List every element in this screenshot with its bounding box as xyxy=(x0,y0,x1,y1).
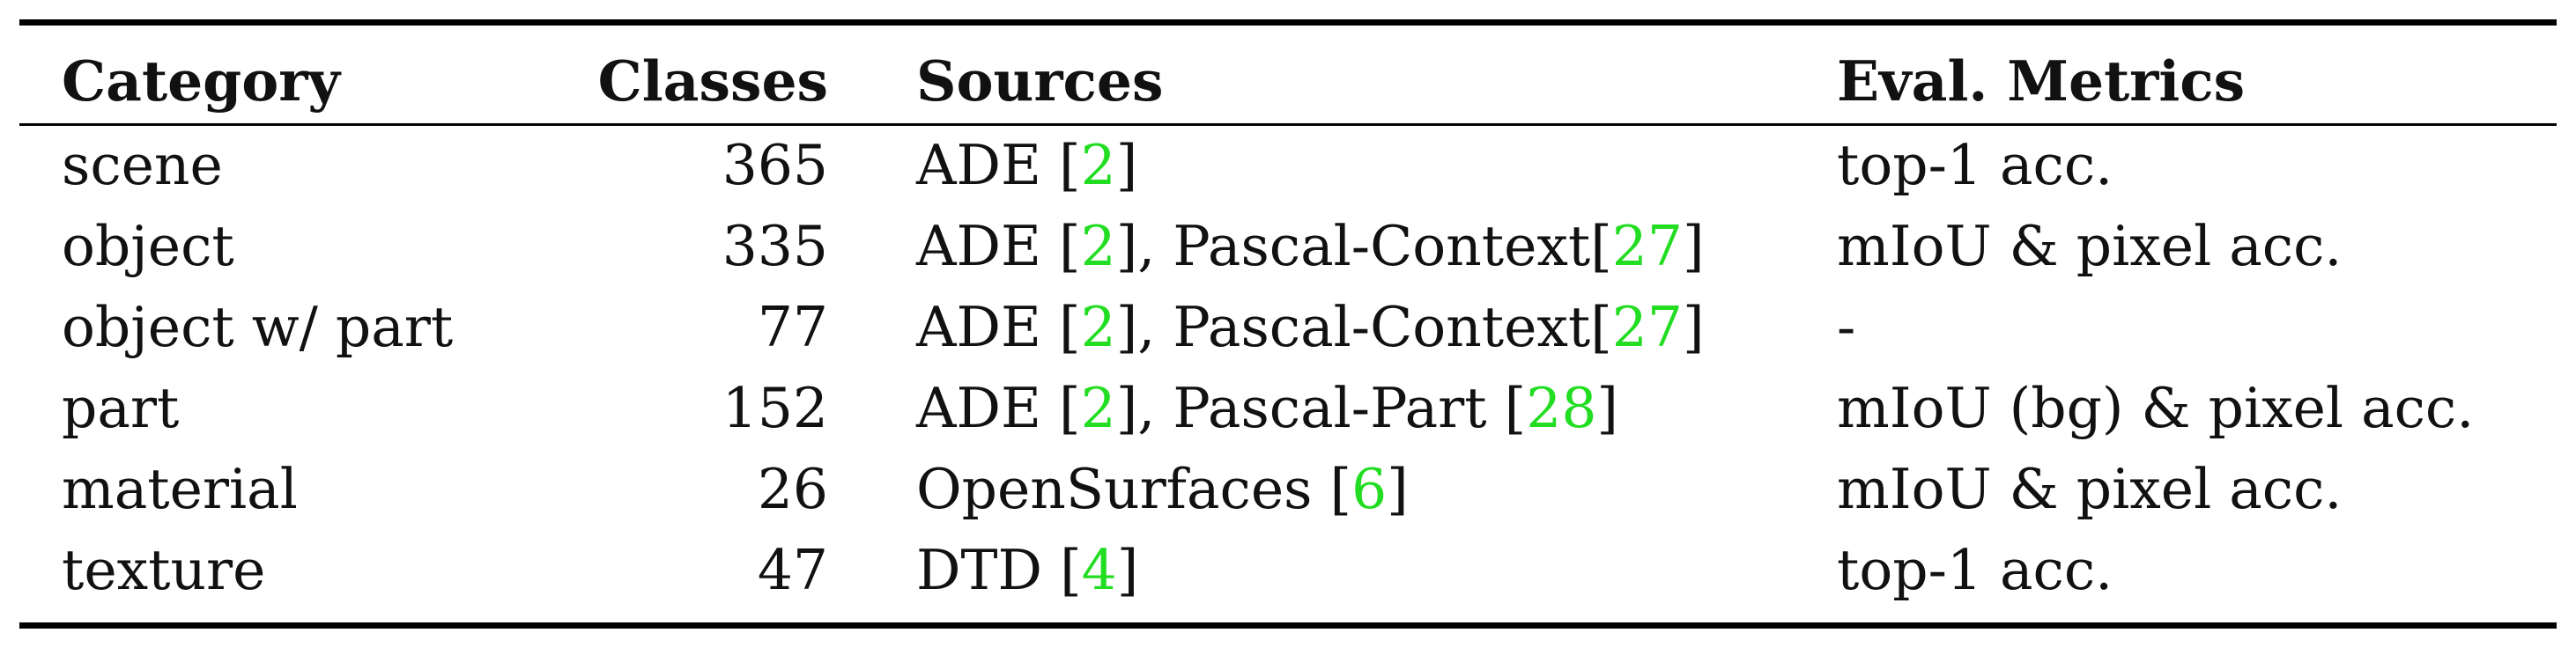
sources-cell: ADE [2], Pascal-Context[27] xyxy=(916,206,1705,287)
category-cell: material xyxy=(62,457,298,521)
source-text: ] xyxy=(1596,376,1618,440)
header-sources: Sources xyxy=(916,48,1164,114)
category-cell: object xyxy=(62,214,234,278)
classes-cell: 152 xyxy=(722,376,828,440)
source-text: ] xyxy=(1115,133,1138,197)
sources-cell: OpenSurfaces [6] xyxy=(916,449,1409,530)
source-text: ADE [ xyxy=(916,376,1081,440)
eval-metrics-cell: mIoU & pixel acc. xyxy=(1837,457,2343,521)
source-text: ] xyxy=(1116,538,1139,602)
source-text: ] xyxy=(1682,295,1705,359)
sources-cell: ADE [2] xyxy=(916,125,1137,206)
eval-metrics-cell: top-1 acc. xyxy=(1837,538,2113,602)
citation-link[interactable]: 2 xyxy=(1080,376,1116,440)
table-row: part 152 ADE [2], Pascal-Part [28] mIoU (bg… xyxy=(0,368,2576,449)
citation-link[interactable]: 2 xyxy=(1080,295,1116,359)
source-text: DTD [ xyxy=(916,538,1082,602)
source-text: ], Pascal-Part [ xyxy=(1115,376,1527,440)
source-text: ], Pascal-Context[ xyxy=(1115,214,1612,278)
category-cell: object w/ part xyxy=(62,295,454,359)
citation-link[interactable]: 2 xyxy=(1080,214,1116,278)
source-text: ], Pascal-Context[ xyxy=(1115,295,1612,359)
classes-cell: 26 xyxy=(757,457,828,521)
citation-link[interactable]: 2 xyxy=(1080,133,1116,197)
classes-cell: 47 xyxy=(757,538,828,602)
table-row: texture 47 DTD [4] top-1 acc. xyxy=(0,530,2576,611)
citation-link[interactable]: 27 xyxy=(1611,214,1683,278)
eval-metrics-cell: mIoU & pixel acc. xyxy=(1837,214,2343,278)
header-rule xyxy=(19,123,2557,126)
classes-cell: 365 xyxy=(722,133,828,197)
citation-link[interactable]: 4 xyxy=(1081,538,1117,602)
table-row: object 335 ADE [2], Pascal-Context[27] mIoU… xyxy=(0,206,2576,287)
source-text: ADE [ xyxy=(916,133,1081,197)
table-row: material 26 OpenSurfaces [6] mIoU & pixel a… xyxy=(0,449,2576,530)
eval-metrics-cell: top-1 acc. xyxy=(1837,133,2113,197)
classes-cell: 335 xyxy=(722,214,828,278)
source-text: ] xyxy=(1387,457,1409,521)
category-cell: scene xyxy=(62,133,223,197)
source-text: ADE [ xyxy=(916,295,1081,359)
top-rule xyxy=(19,19,2557,26)
source-text: ] xyxy=(1682,214,1705,278)
header-classes: Classes xyxy=(597,48,828,114)
source-text: OpenSurfaces [ xyxy=(916,457,1352,521)
category-cell: texture xyxy=(62,538,266,602)
citation-link[interactable]: 28 xyxy=(1526,376,1597,440)
eval-metrics-cell: mIoU (bg) & pixel acc. xyxy=(1837,376,2475,440)
classes-cell: 77 xyxy=(757,295,828,359)
category-cell: part xyxy=(62,376,180,440)
bottom-rule xyxy=(19,622,2557,629)
citation-link[interactable]: 6 xyxy=(1351,457,1388,521)
header-category: Category xyxy=(62,48,341,114)
table-row: scene 365 ADE [2] top-1 acc. xyxy=(0,125,2576,206)
eval-metrics-cell: - xyxy=(1837,295,1856,359)
header-eval-metrics: Eval. Metrics xyxy=(1837,48,2246,114)
table-row: object w/ part 77 ADE [2], Pascal-Context[… xyxy=(0,287,2576,368)
sources-cell: ADE [2], Pascal-Context[27] xyxy=(916,287,1705,368)
citation-link[interactable]: 27 xyxy=(1611,295,1683,359)
source-text: ADE [ xyxy=(916,214,1081,278)
sources-cell: ADE [2], Pascal-Part [28] xyxy=(916,368,1618,449)
sources-cell: DTD [4] xyxy=(916,530,1138,611)
